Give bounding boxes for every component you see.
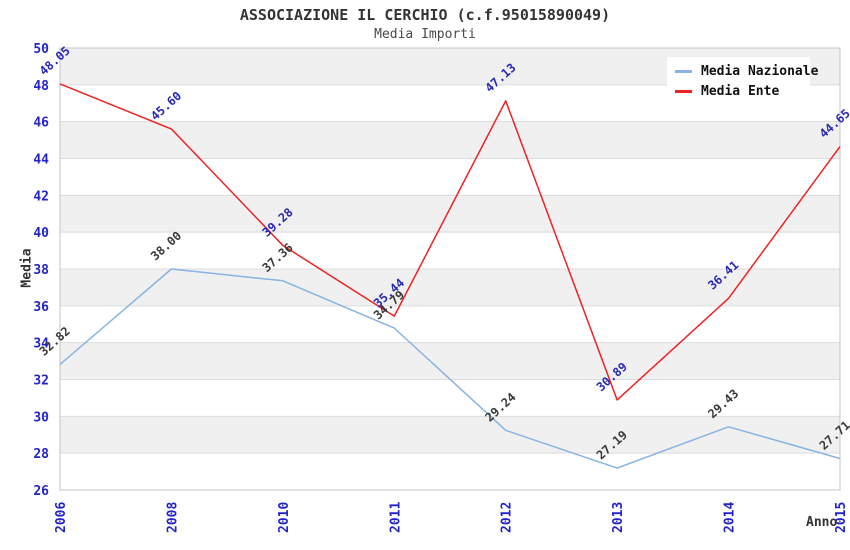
y-tick-label: 40 xyxy=(33,226,49,241)
grid-band xyxy=(60,342,840,380)
x-tick-label: 2006 xyxy=(54,502,69,533)
legend-item-media-nazionale: Media Nazionale xyxy=(675,61,818,81)
series-line-media-nazionale xyxy=(59,268,841,469)
y-axis-title: Media xyxy=(19,248,35,288)
x-tick-label: 2013 xyxy=(611,502,626,533)
media-ente-line-swatch xyxy=(675,89,692,93)
y-tick-label: 28 xyxy=(33,447,49,462)
x-tick-label: 2008 xyxy=(165,502,180,533)
legend: Media Nazionale Media Ente xyxy=(667,57,818,106)
grid-band xyxy=(60,195,840,233)
grid-band xyxy=(60,121,840,159)
x-tick-label: 2012 xyxy=(500,502,515,533)
legend-item-media-ente: Media Ente xyxy=(675,81,802,101)
y-tick-label: 34 xyxy=(33,337,49,352)
chart-subtitle: Media Importi xyxy=(374,27,476,42)
x-tick-label: 2010 xyxy=(277,502,292,533)
y-tick-label: 48 xyxy=(33,79,49,94)
y-tick-label: 32 xyxy=(33,374,49,389)
y-tick-label: 38 xyxy=(33,263,49,278)
x-tick-label: 2011 xyxy=(388,502,403,533)
legend-label: Media Ente xyxy=(701,83,780,99)
x-axis-title: Anno xyxy=(806,515,838,530)
y-tick-label: 26 xyxy=(33,484,49,499)
y-tick-label: 46 xyxy=(33,116,49,131)
y-tick-label: 30 xyxy=(33,410,49,425)
x-tick-label: 2015 xyxy=(834,502,849,533)
x-tick-label: 2014 xyxy=(723,502,738,533)
point-label: 38.00 xyxy=(148,229,184,264)
y-tick-label: 36 xyxy=(33,300,49,315)
plot-border xyxy=(59,47,841,491)
y-tick-label: 42 xyxy=(33,189,49,204)
grid-band xyxy=(60,269,840,306)
legend-label: Media Nazionale xyxy=(701,63,819,79)
media-nazionale-line-swatch xyxy=(675,69,692,73)
y-tick-label: 50 xyxy=(33,42,49,57)
y-tick-label: 44 xyxy=(33,153,49,168)
series-line-media-ente xyxy=(59,83,841,401)
chart-title: ASSOCIAZIONE IL CERCHIO (c.f.95015890049… xyxy=(239,6,611,24)
point-label: 45.60 xyxy=(148,89,184,124)
grid-band xyxy=(60,416,840,454)
